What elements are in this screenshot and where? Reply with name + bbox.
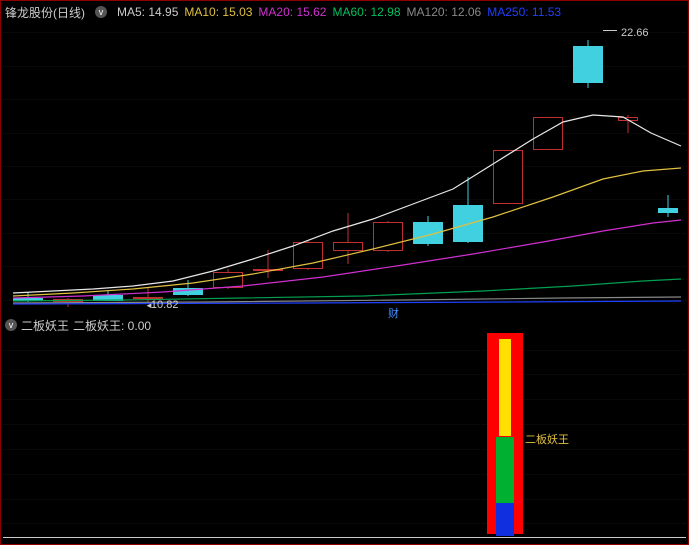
candle [493, 21, 523, 311]
ma-legend-item: MA20: 15.62 [258, 5, 326, 19]
ma-legend: MA5: 14.95 MA10: 15.03 MA20: 15.62 MA60: 12… [111, 5, 561, 19]
ma-legend-item: MA10: 15.03 [184, 5, 252, 19]
candle [13, 21, 43, 311]
candle [453, 21, 483, 311]
candle [93, 21, 123, 311]
candle [213, 21, 243, 311]
toggle-icon[interactable]: v [5, 319, 17, 331]
indicator-title: 二板妖王 [21, 317, 69, 334]
indicator-label: 二板妖王 [525, 431, 569, 447]
toggle-icon[interactable]: v [95, 6, 107, 18]
stock-title: 锋龙股份(日线) [5, 4, 85, 21]
candle [133, 21, 163, 311]
indicator-chart[interactable]: 二板妖王 [3, 333, 686, 542]
candle [333, 21, 363, 311]
ma-legend-item: MA250: 11.53 [487, 5, 561, 19]
candle [53, 21, 83, 311]
candle [573, 21, 603, 311]
candle [618, 21, 638, 311]
candle [533, 21, 563, 311]
indicator-bar [499, 339, 511, 436]
candle [253, 21, 283, 311]
candle [658, 21, 678, 311]
main-chart-header: 锋龙股份(日线) v MA5: 14.95 MA10: 15.03 MA20: 15… [5, 3, 684, 21]
indicator-header: v 二板妖王 二板妖王: 0.00 [5, 317, 151, 333]
stock-chart-window: 锋龙股份(日线) v MA5: 14.95 MA10: 15.03 MA20: 15… [0, 0, 689, 545]
high-price-label: 22.66 [621, 27, 649, 39]
candle [173, 21, 203, 311]
cai-marker: 财 [388, 305, 399, 321]
candle [373, 21, 403, 311]
low-price-label: 10.82 [145, 299, 178, 311]
indicator-value: 二板妖王: 0.00 [73, 317, 151, 334]
candlestick-chart[interactable]: 22.6610.82财 [3, 21, 686, 311]
bottom-axis-line [3, 537, 686, 538]
indicator-bar [496, 437, 514, 503]
candle [293, 21, 323, 311]
ma-legend-item: MA5: 14.95 [117, 5, 178, 19]
indicator-bar [496, 503, 514, 536]
ma-legend-item: MA120: 12.06 [407, 5, 482, 19]
candle [413, 21, 443, 311]
ma-legend-item: MA60: 12.98 [332, 5, 400, 19]
